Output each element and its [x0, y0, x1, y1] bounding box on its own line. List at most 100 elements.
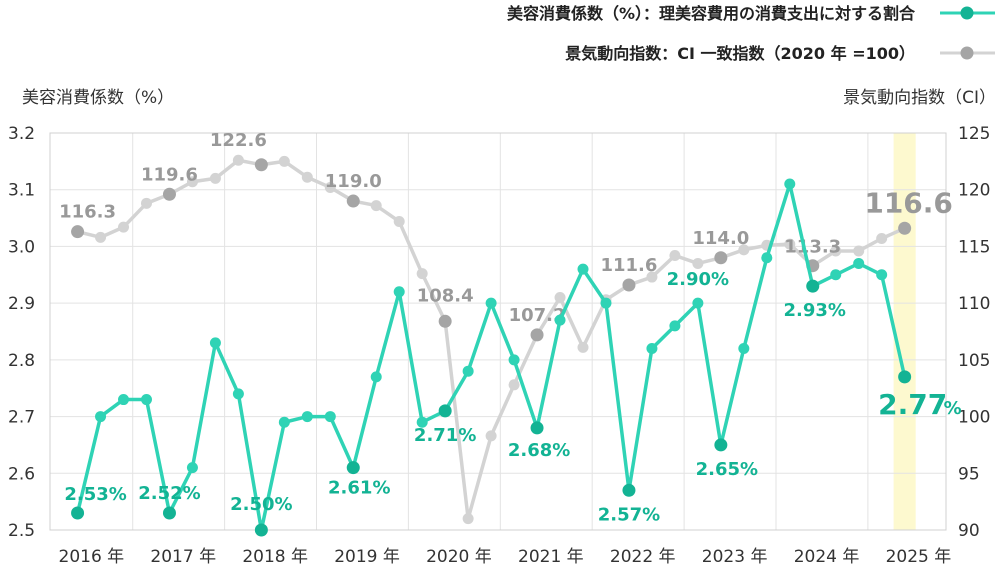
data-point-ci-index	[118, 221, 130, 233]
x-tick-label: 2023 年	[702, 547, 768, 567]
data-label-beauty-coefficient: 2.71%	[414, 425, 476, 446]
final-value-ci-index: 116.6	[864, 186, 953, 219]
data-point-beauty-coefficient	[714, 438, 728, 452]
data-point-beauty-coefficient	[622, 483, 636, 497]
data-point-beauty-coefficient	[876, 269, 888, 281]
data-point-beauty-coefficient	[140, 394, 152, 406]
data-point-beauty-coefficient	[669, 320, 681, 332]
data-point-ci-index	[530, 328, 544, 342]
data-label-beauty-coefficient: 2.57%	[598, 504, 660, 525]
right-tick-label: 105	[958, 351, 990, 371]
data-label-ci-index: 119.6	[141, 164, 198, 185]
data-point-ci-index	[692, 257, 704, 269]
data-point-ci-index	[853, 245, 865, 257]
data-label-beauty-coefficient: 2.93%	[784, 300, 846, 321]
data-point-ci-index	[577, 341, 589, 353]
legend-label-ci-index: 景気動向指数：CI 一致指数（2020 年 =100）	[565, 44, 915, 63]
data-point-beauty-coefficient	[462, 365, 474, 377]
data-label-ci-index: 113.3	[784, 237, 841, 258]
data-point-ci-index	[438, 314, 452, 328]
data-point-ci-index	[508, 379, 520, 391]
legend: 美容消費係数（%）：理美容費用の消費支出に対する割合 景気動向指数：CI 一致指…	[507, 4, 995, 63]
data-point-ci-index	[876, 232, 888, 244]
data-point-beauty-coefficient	[162, 506, 176, 520]
left-tick-label: 3.0	[8, 237, 35, 257]
x-tick-label: 2021 年	[518, 547, 584, 567]
data-point-ci-index	[71, 225, 85, 239]
data-point-ci-index	[278, 155, 290, 167]
data-point-ci-index	[186, 176, 198, 188]
legend-label-beauty-coefficient: 美容消費係数（%）：理美容費用の消費支出に対する割合	[507, 4, 916, 23]
data-point-ci-index	[830, 245, 842, 257]
data-point-ci-index	[324, 181, 336, 193]
data-label-ci-index: 108.4	[417, 285, 474, 306]
right-tick-label: 125	[958, 124, 990, 144]
data-point-beauty-coefficient	[738, 343, 750, 355]
x-tick-label: 2017 年	[150, 547, 216, 567]
data-label-beauty-coefficient: 2.68%	[508, 440, 570, 461]
data-label-ci-index: 122.6	[210, 130, 267, 151]
data-point-beauty-coefficient	[95, 411, 107, 423]
right-tick-label: 90	[958, 521, 980, 541]
left-tick-label: 2.7	[8, 408, 35, 428]
data-point-beauty-coefficient	[784, 178, 796, 190]
right-tick-label: 95	[958, 464, 980, 484]
right-tick-label: 100	[958, 408, 990, 428]
data-point-ci-index	[393, 215, 405, 227]
left-axis-title: 美容消費係数（%）	[22, 88, 174, 108]
data-label-ci-index: 114.0	[692, 228, 749, 249]
final-unit-beauty-coefficient: %	[944, 398, 962, 419]
x-tick-label: 2025 年	[886, 547, 952, 567]
data-point-beauty-coefficient	[554, 314, 566, 326]
data-point-beauty-coefficient	[646, 343, 658, 355]
left-tick-label: 2.9	[8, 294, 35, 314]
final-value-beauty-coefficient: 2.77	[878, 388, 947, 421]
data-point-beauty-coefficient	[118, 394, 130, 406]
data-label-beauty-coefficient: 2.61%	[328, 478, 390, 499]
data-point-ci-index	[162, 187, 176, 201]
right-tick-label: 115	[958, 237, 990, 257]
data-point-beauty-coefficient	[530, 421, 544, 435]
data-point-ci-index	[209, 172, 221, 184]
right-tick-label: 110	[958, 294, 990, 314]
data-point-beauty-coefficient	[370, 371, 382, 383]
data-point-ci-index	[232, 154, 244, 166]
x-tick-label: 2019 年	[334, 547, 400, 567]
data-point-beauty-coefficient	[186, 462, 198, 474]
data-point-beauty-coefficient	[209, 337, 221, 349]
right-axis-title: 景気動向指数（CI）	[843, 88, 996, 108]
data-point-ci-index	[254, 158, 268, 172]
data-point-ci-index	[346, 194, 360, 208]
data-label-beauty-coefficient: 2.50%	[230, 494, 292, 515]
data-point-beauty-coefficient	[393, 286, 405, 298]
data-label-beauty-coefficient: 2.52%	[138, 483, 200, 504]
x-tick-label: 2016 年	[59, 547, 125, 567]
data-point-ci-index	[485, 430, 497, 442]
data-point-beauty-coefficient	[278, 416, 290, 428]
data-point-beauty-coefficient	[346, 461, 360, 475]
data-point-beauty-coefficient	[71, 506, 85, 520]
plot-area: 2.5 2.6 2.7 2.8 2.9 3.0 3.1 3.2 90 95 100 105 110 115…	[8, 124, 990, 567]
data-point-beauty-coefficient	[301, 411, 313, 423]
data-point-beauty-coefficient	[692, 297, 704, 309]
left-tick-label: 2.6	[8, 464, 35, 484]
legend-marker-ci-index	[960, 46, 974, 60]
data-point-ci-index	[738, 244, 750, 256]
right-tick-label: 120	[958, 181, 990, 201]
data-point-beauty-coefficient	[438, 404, 452, 418]
data-point-beauty-coefficient	[600, 297, 612, 309]
data-label-beauty-coefficient: 2.65%	[696, 459, 758, 480]
data-label-beauty-coefficient: 2.53%	[64, 484, 126, 505]
data-point-ci-index	[301, 171, 313, 183]
data-point-ci-index	[462, 513, 474, 525]
series-line-beauty-coefficient	[75, 182, 907, 532]
x-tick-label: 2018 年	[242, 547, 308, 567]
data-point-ci-index	[622, 278, 636, 292]
data-point-ci-index	[416, 268, 428, 280]
left-tick-label: 3.2	[8, 124, 35, 144]
data-label-beauty-coefficient: 2.90%	[667, 269, 729, 290]
data-point-ci-index	[714, 251, 728, 265]
data-point-beauty-coefficient	[324, 411, 336, 423]
data-point-beauty-coefficient	[254, 523, 268, 537]
